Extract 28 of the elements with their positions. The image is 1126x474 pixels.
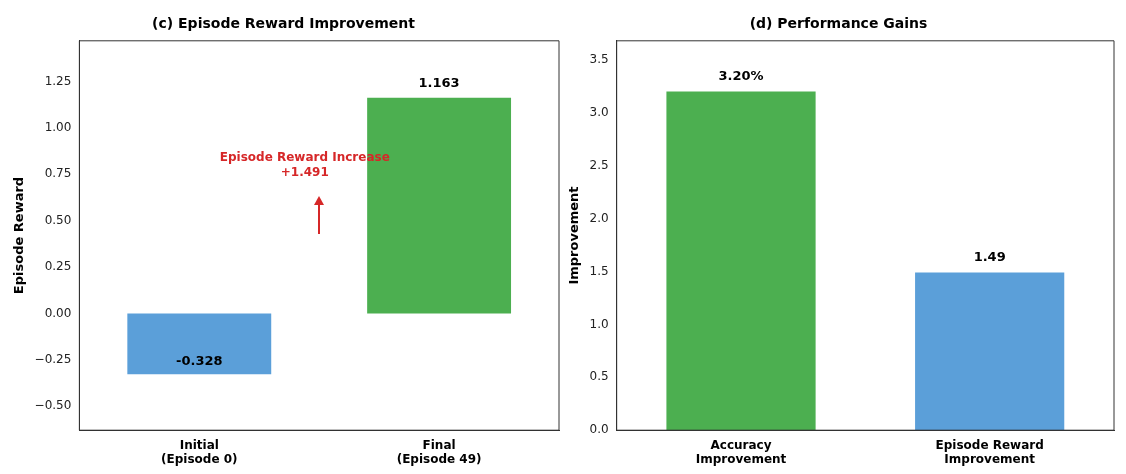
x-tick-label: Final (Episode 49): [396, 437, 482, 466]
y-tick-label: 3.0: [589, 104, 609, 119]
data-label: 3.20%: [718, 68, 764, 84]
y-tick-label: 0.5: [589, 369, 609, 384]
data-label: 1.49: [973, 249, 1006, 265]
y-tick-label: 1.0: [589, 316, 609, 331]
x-tick-label: Episode Reward Improvement: [935, 437, 1044, 466]
y-tick-label: −0.50: [34, 398, 72, 413]
chart-title: (d) Performance Gains: [749, 15, 928, 32]
data-label: -0.328: [176, 353, 223, 369]
y-tick-label: 1.25: [44, 73, 72, 88]
chart-title: (c) Episode Reward Improvement: [152, 15, 416, 32]
y-tick-label: 2.5: [589, 157, 609, 172]
y-tick-label: 0.50: [44, 212, 72, 227]
y-tick-label: 0.25: [44, 259, 72, 274]
y-tick-label: 0.0: [589, 422, 609, 437]
x-tick-label: Accuracy Improvement: [695, 437, 787, 466]
x-tick-label: Initial (Episode 0): [161, 437, 238, 466]
y-tick-label: 3.5: [589, 51, 609, 66]
y-tick-label: 0.00: [44, 305, 72, 320]
y-axis-title: Episode Reward: [11, 176, 27, 295]
y-tick-label: 2.0: [589, 210, 609, 225]
data-label: 1.163: [418, 74, 460, 90]
y-axis-title: Improvement: [566, 186, 582, 285]
y-tick-label: 0.75: [44, 166, 72, 181]
y-tick-label: −0.25: [34, 351, 72, 366]
y-tick-label: 1.00: [44, 120, 72, 135]
y-tick-label: 1.5: [589, 263, 609, 278]
